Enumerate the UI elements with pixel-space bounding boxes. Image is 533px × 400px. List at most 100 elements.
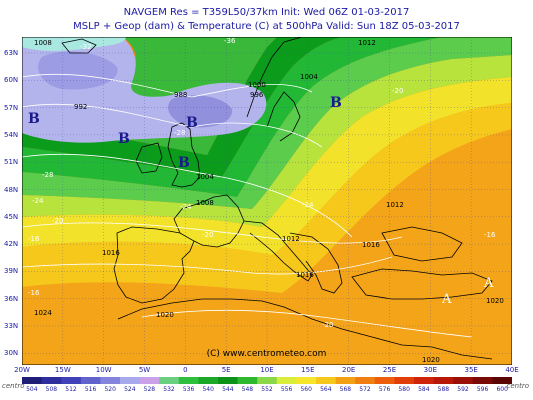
colorbar-swatch [100,377,121,384]
longitude-label: 0 [183,366,188,374]
colorbar-label: 520 [104,386,116,392]
weather-map: 1008 1012 1004 1000 996 992 988 1008 101… [22,37,512,365]
colorbar-label: 536 [183,386,195,392]
colorbar-label: 588 [438,386,450,392]
colorbar-swatch [335,377,356,384]
latitude-label: 33N [4,322,19,330]
pressure-label: 1004 [196,173,214,181]
latitude-label: 42N [4,240,19,249]
low-core-west [38,51,118,90]
pressure-label: 1012 [358,39,376,47]
latitude-label: 54N [4,130,19,139]
geopotential-fill-552 [22,37,512,209]
colorbar-swatch [80,377,101,384]
colorbar-swatch [374,377,395,384]
pressure-label: 1008 [34,39,52,47]
pressure-label: 996 [250,91,264,99]
pressure-centers: B B B B B [28,95,342,171]
latitude-label: 36N [4,294,19,303]
colorbar-swatch [316,377,337,384]
colorbar-label: 576 [379,386,391,392]
temperature-label: -16 [484,231,496,239]
high-center-marker: A [441,292,452,307]
brand-logo-left: centro [2,382,25,390]
latitude-label: 39N [4,267,19,276]
longitude-label: 40E [505,366,519,374]
latitude-label: 48N [4,185,19,194]
longitude-label: 5E [221,366,231,374]
colorbar-swatch [237,377,258,384]
credit-text: (C) www.centrometeo.com [206,349,327,359]
colorbar-label: 560 [300,386,312,392]
colorbar-svg: 504 508 512 516 520 524 528 532 536 540 544 548 552 5… [22,377,512,392]
longitude-label: 20E [341,366,356,374]
colorbar-swatch [414,377,435,384]
temperature-label: -28 [42,171,53,179]
colorbar-label: 580 [398,386,410,392]
field-title: MSLP + Geop (dam) & Temperature (C) at 5… [73,21,460,32]
longitude-label: 10E [260,366,274,374]
low-center-marker: B [28,111,40,127]
colorbar-label: 568 [340,386,352,392]
brand-logo-right: centro [506,382,530,390]
colorbar-swatch [22,377,43,384]
colorbar-label: 584 [418,386,430,392]
pressure-label: 1016 [362,241,380,249]
colorbar: 504 508 512 516 520 524 528 532 536 540 544 548 552 5… [22,377,512,392]
pressure-label: 1020 [156,311,174,319]
geopotential-fill-572 [22,103,512,293]
pressure-label: 1016 [102,249,120,257]
low-center-marker: B [118,131,130,147]
geopotential-fill-576 [22,129,512,365]
colorbar-label: 512 [65,386,77,392]
longitude-label: 10W [95,366,112,374]
temperature-label: -20 [202,231,213,239]
colorbar-swatch [41,377,62,384]
colorbar-label: 548 [242,386,254,392]
pressure-label: 1004 [300,73,318,81]
map-header: NAVGEM Res = T359L50/37km Init: Wed 06Z … [0,0,533,37]
colorbar-label: 592 [457,386,469,392]
temperature-label: -32 [80,43,91,51]
colorbar-label: 596 [477,386,489,392]
pressure-label: 1000 [248,81,266,89]
low-center-marker: B [186,115,198,131]
colorbar-swatch [198,377,219,384]
map-canvas: 1008 1012 1004 1000 996 992 988 1008 101… [22,37,512,365]
colorbar-swatch [472,377,493,384]
latitude-label: 45N [4,212,19,221]
geopotential-fill-560 [22,55,512,227]
colorbar-label: 600 [496,386,508,392]
colorbar-label: 572 [359,386,371,392]
colorbar-label: 544 [222,386,234,392]
colorbar-label: 564 [320,386,332,392]
colorbar-label: 532 [163,386,175,392]
temperature-label: -24 [180,203,192,211]
colorbar-swatch [120,377,141,384]
latitude-label: 30N [4,349,19,358]
latitude-label: 63N [4,49,19,57]
map-labels: 1008 1012 1004 1000 996 992 988 1008 101… [28,37,504,364]
temperature-label: -24 [32,197,44,205]
colorbar-swatch [139,377,160,384]
colorbar-swatch [355,377,376,384]
geopotential-fill-544 [22,37,442,197]
colorbar-swatch [394,377,415,384]
high-centers: A A [441,276,494,307]
colorbar-swatch [218,377,239,384]
latitude-label: 51N [4,158,19,167]
temperature-label: -28 [174,129,185,137]
colorbar-swatch [453,377,474,384]
colorbar-swatch [178,377,199,384]
temperature-label: -16 [28,235,40,243]
longitude-label: 15E [301,366,315,374]
pressure-label: 1012 [386,201,404,209]
pressure-label: 988 [174,91,187,99]
longitude-label: 35E [464,366,478,374]
longitude-label: 20W [14,366,30,374]
colorbar-swatch [433,377,454,384]
colorbar-swatch [61,377,82,384]
low-center-marker: B [178,155,190,171]
colorbar-label: 508 [46,386,58,392]
latitude-label: 60N [4,76,19,85]
